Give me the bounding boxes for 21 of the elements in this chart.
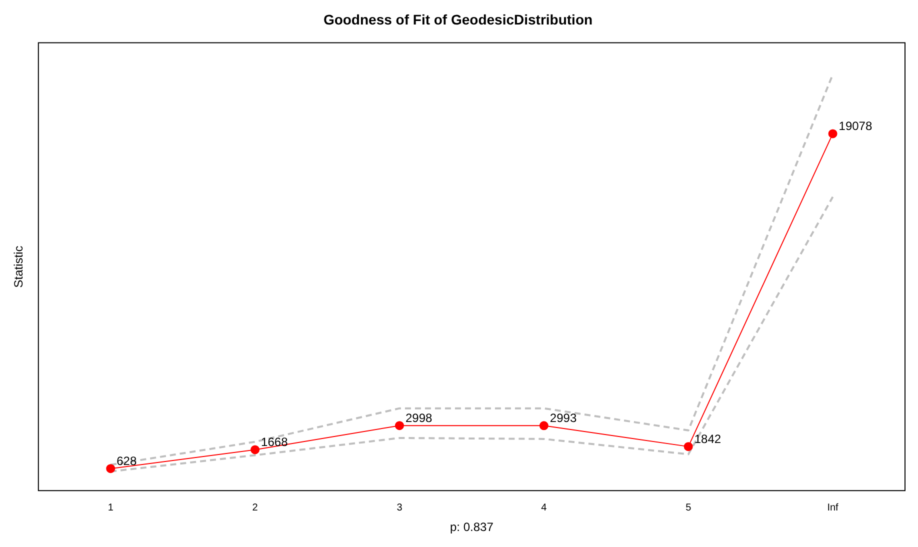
point: [250, 445, 260, 454]
x-tick-label: 1: [108, 502, 114, 514]
chart-title: Goodness of Fit of GeodesicDistribution: [323, 11, 593, 28]
point: [106, 464, 116, 474]
x-tick-label: 4: [541, 502, 548, 514]
data-label: 628: [116, 454, 137, 468]
data-label: 2998: [405, 410, 433, 425]
point: [539, 421, 548, 430]
point: [394, 421, 404, 430]
data-label: 1668: [261, 435, 288, 450]
data-label: 1842: [694, 432, 722, 446]
x-tick-label: 2: [252, 502, 258, 514]
point: [828, 129, 838, 138]
x-axis-title: p: 0.837: [450, 520, 494, 534]
point: [684, 442, 693, 452]
x-tick-label: Inf: [827, 502, 839, 514]
y-axis-title: Statistic: [12, 246, 26, 288]
data-label: 2993: [550, 410, 577, 425]
x-tick-label: 3: [396, 502, 403, 514]
data-label: 19078: [838, 119, 872, 134]
x-tick-label: 5: [686, 502, 692, 514]
